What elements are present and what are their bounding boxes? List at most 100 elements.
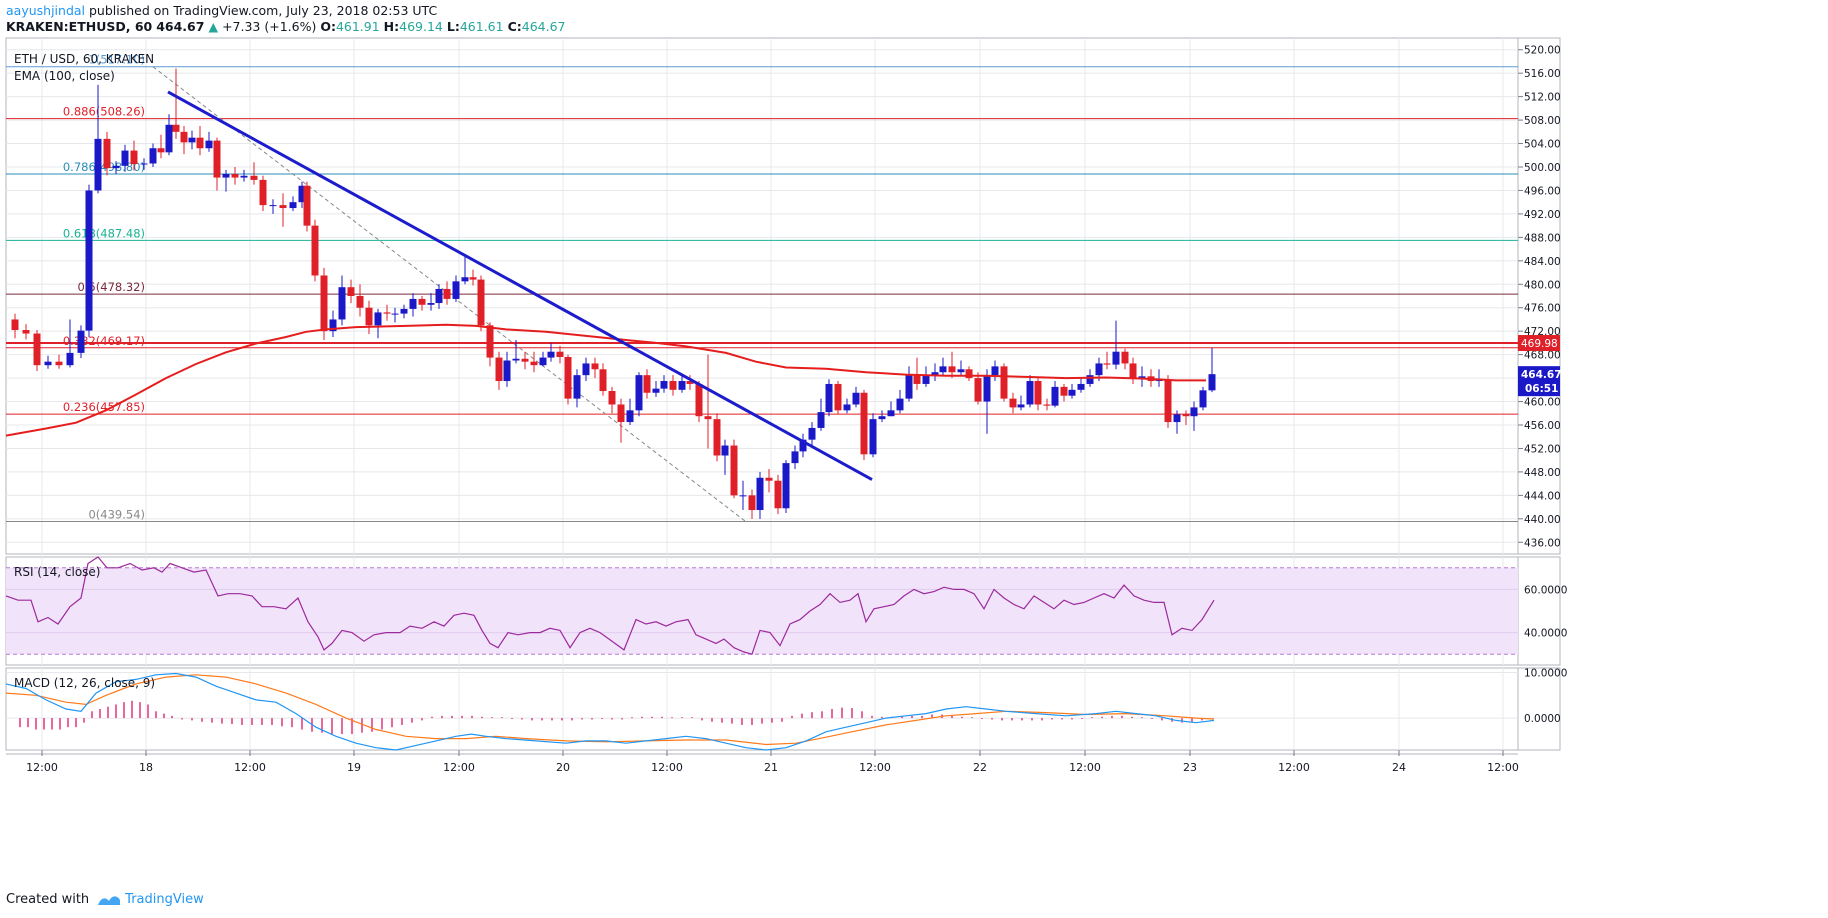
- candle: [213, 137, 221, 191]
- candle-body: [33, 333, 41, 366]
- candle: [843, 398, 851, 414]
- candle: [922, 366, 930, 387]
- candle-body: [1051, 386, 1059, 406]
- candle: [320, 267, 328, 340]
- candle: [205, 131, 213, 152]
- candle-body: [686, 381, 694, 384]
- candle: [1190, 401, 1198, 431]
- candle: [1026, 375, 1034, 408]
- candle: [974, 372, 982, 405]
- candle: [965, 366, 973, 382]
- candle: [635, 372, 643, 417]
- candle-body: [1068, 389, 1076, 396]
- candle-body: [1095, 363, 1103, 376]
- ema-line: [5, 323, 1206, 437]
- candle: [695, 381, 703, 423]
- rsi-tick-label: 40.0000: [1524, 628, 1567, 640]
- resistance-tag-label: 469.98: [1521, 338, 1558, 350]
- candle: [1060, 383, 1068, 402]
- candle: [825, 379, 833, 417]
- macd-histogram: [19, 700, 1213, 735]
- candle-body: [329, 319, 337, 332]
- candle-body: [1009, 398, 1017, 408]
- time-tick-label: 23: [1183, 761, 1197, 774]
- candle: [289, 196, 297, 211]
- candle-body: [896, 398, 904, 411]
- candle: [599, 363, 607, 396]
- fib-level-label: 0.886(508.26): [63, 105, 145, 119]
- candle-body: [55, 361, 63, 366]
- rsi-title: RSI (14, close): [14, 565, 100, 579]
- candle-body: [356, 296, 364, 308]
- candle: [1208, 347, 1216, 393]
- candle-body: [149, 148, 157, 164]
- fib-level-label: 0.5(478.32): [77, 280, 145, 294]
- last-price-tag-box: [1518, 366, 1560, 397]
- candle: [140, 158, 148, 170]
- created-with-text: Created with: [6, 892, 90, 907]
- candle: [852, 386, 860, 408]
- candle: [721, 439, 729, 475]
- candle-body: [913, 375, 921, 384]
- tradingview-link[interactable]: TradingView: [97, 892, 204, 907]
- candle: [55, 354, 63, 369]
- candle: [564, 354, 572, 405]
- candles: [11, 68, 1216, 519]
- candle: [269, 199, 277, 214]
- candle-body: [165, 124, 173, 153]
- candle: [180, 125, 188, 155]
- candle: [103, 131, 111, 176]
- candle: [356, 284, 364, 317]
- candle: [905, 366, 913, 402]
- candle: [231, 167, 239, 185]
- candle: [418, 296, 426, 311]
- close-label: C:: [507, 19, 522, 34]
- price-tick-label: 480.00: [1524, 279, 1561, 291]
- price-tick-label: 460.00: [1524, 397, 1561, 409]
- candle: [748, 489, 756, 519]
- candle-body: [22, 330, 30, 334]
- candle: [660, 375, 668, 393]
- candle: [44, 355, 52, 369]
- candle-body: [748, 495, 756, 511]
- candle: [329, 310, 337, 338]
- candle: [383, 304, 391, 321]
- candle-body: [1208, 374, 1216, 391]
- candle: [1051, 381, 1059, 408]
- candle: [250, 162, 258, 185]
- macd-title: MACD (12, 26, close, 9): [14, 676, 155, 690]
- price-axis: 436.00 440.00 444.00 448.00 452.00 456.00 460.…: [6, 45, 1561, 549]
- candle: [1017, 395, 1025, 411]
- candle-body: [112, 165, 120, 169]
- candle: [85, 184, 93, 338]
- candle: [878, 410, 886, 423]
- author-link[interactable]: aayushjindal: [6, 3, 86, 18]
- candle: [298, 181, 306, 209]
- candle: [240, 169, 248, 182]
- candle: [1068, 383, 1076, 399]
- price-tick-label: 448.00: [1524, 467, 1561, 479]
- candle: [1121, 348, 1129, 370]
- candle-body: [539, 357, 547, 366]
- candle: [259, 175, 267, 211]
- candle-body: [948, 366, 956, 373]
- high-label: H:: [383, 19, 400, 34]
- candle-body: [852, 392, 860, 405]
- candle: [338, 275, 346, 326]
- resistance-price-tag: 469.98: [1518, 335, 1560, 352]
- footer: Created with TradingView: [6, 892, 204, 907]
- candle: [279, 193, 287, 227]
- fib-level-label: 1(517.10): [88, 53, 145, 67]
- rsi-tick-label: 60.0000: [1524, 584, 1567, 596]
- candle-body: [721, 445, 729, 456]
- candle-body: [1173, 414, 1181, 423]
- candle: [443, 281, 451, 305]
- last-price-tag: 464.67 06:51: [1518, 366, 1562, 397]
- candle-body: [608, 390, 616, 405]
- candle-body: [311, 225, 319, 276]
- candle-body: [782, 463, 790, 509]
- candle-body: [635, 375, 643, 411]
- candle: [130, 140, 138, 171]
- candle-body: [250, 175, 258, 180]
